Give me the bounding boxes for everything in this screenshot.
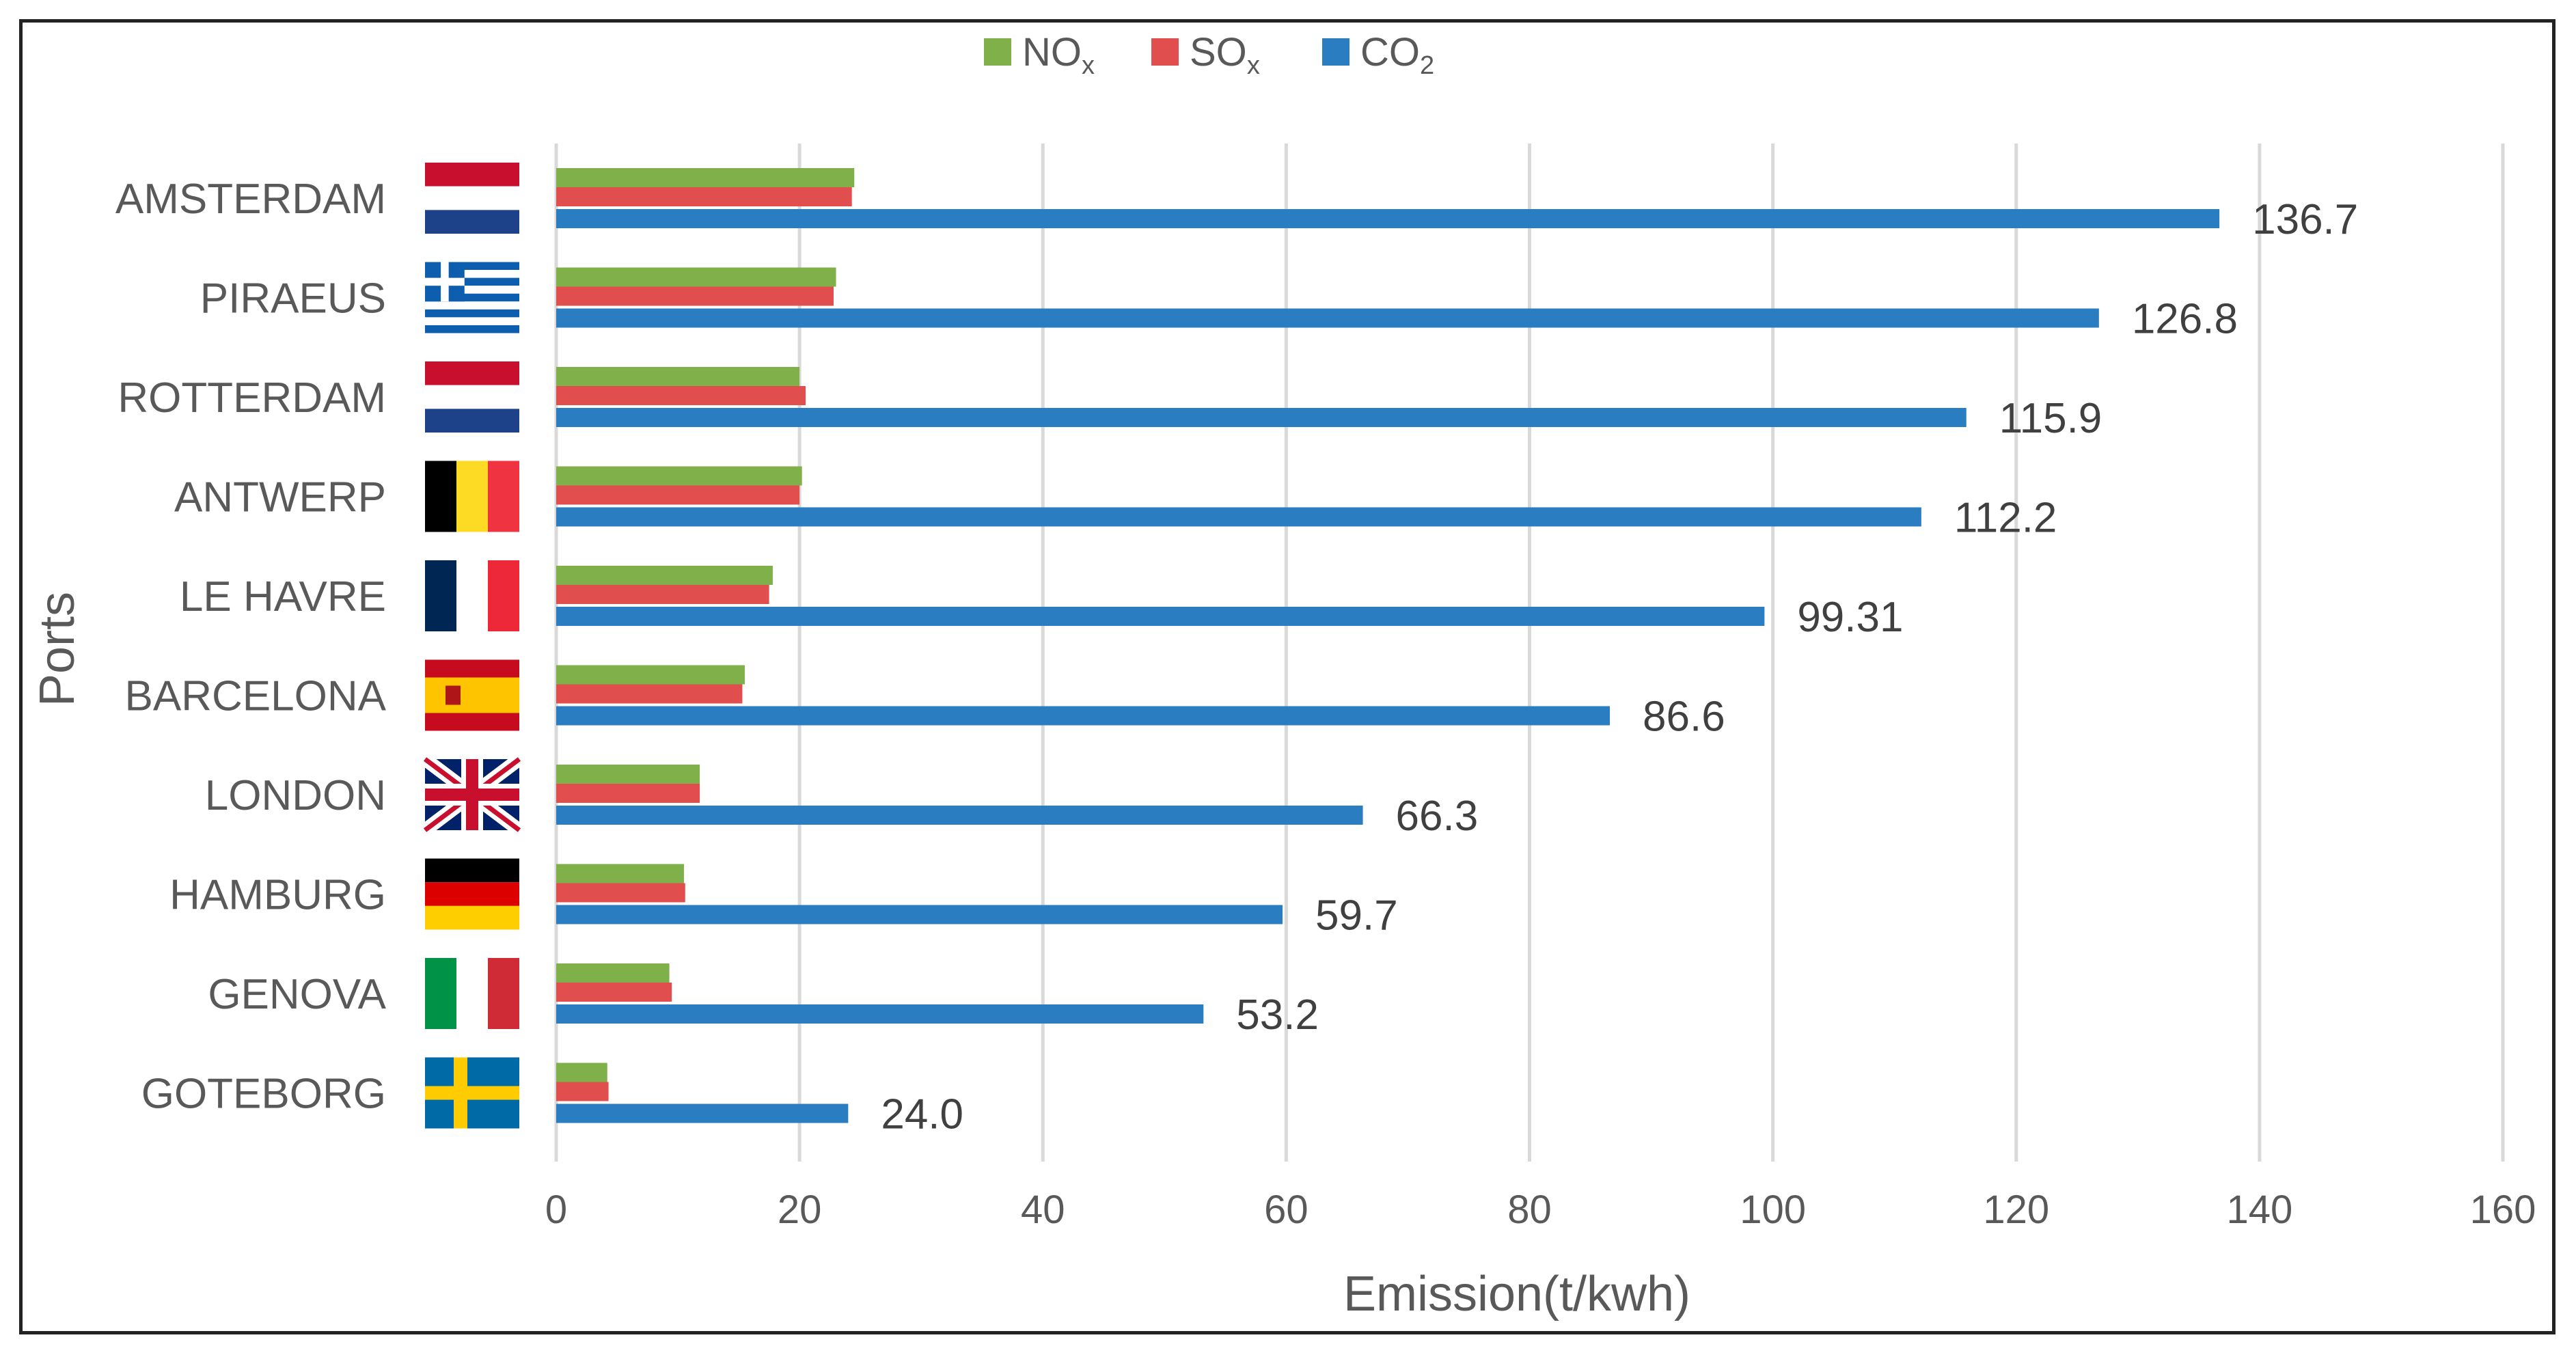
legend: NOx SOx CO2 xyxy=(984,30,1434,80)
bar-co2 xyxy=(556,1004,1204,1024)
co2-data-label: 59.7 xyxy=(1315,892,1398,940)
x-tick-label: 20 xyxy=(778,1188,822,1232)
category-label: ROTTERDAM xyxy=(118,374,386,422)
bar-nox xyxy=(556,665,745,685)
category-labels: AMSTERDAM PIRAEUS ROTTERDAM ANTWERP LE HAVRE… xyxy=(115,176,387,1118)
category-label: PIRAEUS xyxy=(200,275,386,323)
sweden-flag xyxy=(425,1057,519,1129)
bar-nox xyxy=(556,963,670,983)
bar-co2 xyxy=(556,706,1611,726)
category-label: ANTWERP xyxy=(174,474,386,521)
x-tick-label: 140 xyxy=(2226,1188,2292,1232)
category-label: GOTEBORG xyxy=(141,1071,386,1118)
x-tick-label: 40 xyxy=(1021,1188,1065,1232)
x-tick-label: 0 xyxy=(545,1188,567,1232)
x-tick-labels: 0 20 40 60 80 100 120 140 160 xyxy=(545,1188,2536,1232)
legend-swatch xyxy=(1322,38,1349,66)
category-label: LE HAVRE xyxy=(180,573,386,620)
category-label: BARCELONA xyxy=(125,673,387,720)
bar-sox xyxy=(556,286,834,306)
data-labels: 136.7 126.8 115.9 112.2 99.31 86.6 66.3 59.7 53.… xyxy=(881,196,2358,1138)
co2-data-label: 112.2 xyxy=(1954,495,2057,542)
bar-nox xyxy=(556,765,700,784)
bar-sox xyxy=(556,983,672,1002)
category-label: HAMBURG xyxy=(169,872,386,919)
greece-flag xyxy=(425,262,519,333)
bar-nox xyxy=(556,168,855,187)
bar-sox xyxy=(556,883,685,903)
bar-co2 xyxy=(556,1104,849,1123)
x-tick-label: 60 xyxy=(1264,1188,1308,1232)
bar-co2 xyxy=(556,607,1765,626)
bar-co2 xyxy=(556,408,1967,427)
x-axis-title: Emission(t/kwh) xyxy=(1343,1267,1690,1321)
bar-sox xyxy=(556,784,700,803)
bar-sox xyxy=(556,485,800,505)
x-tick-label: 160 xyxy=(2470,1188,2536,1232)
bar-co2 xyxy=(556,507,1921,527)
flags xyxy=(420,163,524,1129)
bar-nox xyxy=(556,267,836,287)
uk-flag xyxy=(420,754,524,836)
legend-label: SOx xyxy=(1190,30,1260,80)
co2-data-label: 86.6 xyxy=(1643,694,1725,741)
bar-sox xyxy=(556,585,769,604)
co2-data-label: 115.9 xyxy=(1999,395,2102,442)
bar-co2 xyxy=(556,209,2220,228)
bar-sox xyxy=(556,386,806,405)
bar-co2 xyxy=(556,308,2099,328)
co2-data-label: 53.2 xyxy=(1236,991,1319,1039)
bar-sox xyxy=(556,1082,609,1101)
legend-swatch xyxy=(1151,38,1179,66)
co2-data-label: 126.8 xyxy=(2132,296,2238,343)
bar-nox xyxy=(556,864,684,883)
legend-label: CO2 xyxy=(1360,30,1434,80)
spain-flag xyxy=(425,659,519,731)
france-flag xyxy=(425,560,519,631)
legend-label: NOx xyxy=(1022,30,1095,80)
germany-flag xyxy=(425,858,519,930)
co2-data-label: 99.31 xyxy=(1797,594,1903,641)
bar-co2 xyxy=(556,806,1363,825)
bar-nox xyxy=(556,566,773,585)
co2-data-label: 136.7 xyxy=(2252,196,2358,243)
netherlands-flag xyxy=(425,361,519,433)
category-label: LONDON xyxy=(205,772,386,819)
italy-flag xyxy=(425,958,519,1029)
bar-nox xyxy=(556,466,802,486)
x-tick-label: 80 xyxy=(1507,1188,1552,1232)
y-axis-title: Ports xyxy=(30,592,85,707)
x-tick-label: 100 xyxy=(1740,1188,1806,1232)
bars xyxy=(556,168,2220,1123)
co2-data-label: 24.0 xyxy=(881,1091,963,1138)
category-label: AMSTERDAM xyxy=(115,176,386,223)
bar-nox xyxy=(556,367,800,386)
x-tick-label: 120 xyxy=(1983,1188,2049,1232)
belgium-flag xyxy=(425,461,519,532)
co2-data-label: 66.3 xyxy=(1396,793,1479,840)
category-label: GENOVA xyxy=(208,971,386,1018)
bar-co2 xyxy=(556,905,1283,924)
bar-nox xyxy=(556,1063,607,1082)
bar-sox xyxy=(556,684,743,704)
bar-sox xyxy=(556,187,852,206)
netherlands-flag xyxy=(425,163,519,234)
legend-swatch xyxy=(984,38,1011,66)
